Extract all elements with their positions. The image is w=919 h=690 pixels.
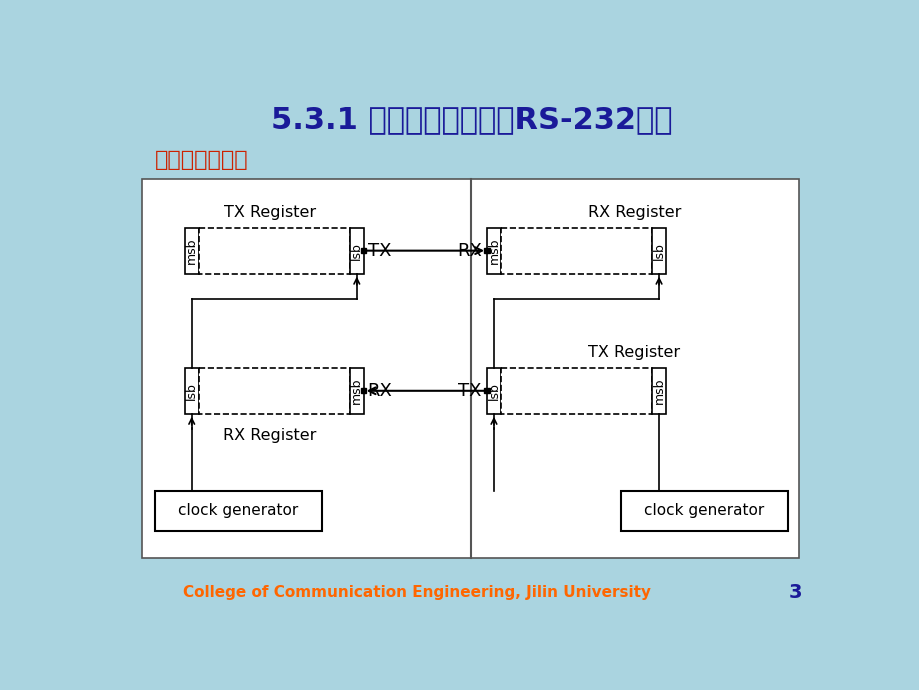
Bar [652, 228, 665, 274]
Text: 3: 3 [788, 583, 801, 602]
Bar [652, 368, 665, 414]
Bar [501, 228, 652, 274]
Bar [185, 368, 199, 414]
Text: 串行通信示意图: 串行通信示意图 [155, 150, 249, 170]
Bar [185, 228, 199, 274]
Bar [360, 388, 366, 393]
Text: msb: msb [652, 377, 664, 404]
Text: lsb: lsb [487, 382, 500, 400]
Text: msb: msb [487, 237, 500, 264]
Text: TX: TX [458, 382, 482, 400]
Bar [483, 388, 489, 393]
Text: msb: msb [185, 237, 198, 264]
Text: msb: msb [350, 377, 363, 404]
Text: RX Register: RX Register [587, 205, 680, 219]
Text: lsb: lsb [652, 241, 664, 259]
Bar [349, 368, 363, 414]
Bar [349, 228, 363, 274]
Bar [486, 368, 501, 414]
Text: RX: RX [457, 241, 482, 259]
Bar [483, 248, 489, 253]
Text: RX: RX [367, 382, 391, 400]
Text: clock generator: clock generator [643, 504, 764, 518]
Bar [501, 368, 652, 414]
Bar [486, 228, 501, 274]
Text: TX Register: TX Register [223, 205, 316, 219]
Bar [142, 179, 799, 558]
Text: 5.3.1 异步串行通信协议RS-232标准: 5.3.1 异步串行通信协议RS-232标准 [270, 106, 672, 135]
Bar [199, 228, 349, 274]
Bar [199, 368, 349, 414]
Bar [155, 491, 322, 531]
Text: TX Register: TX Register [587, 345, 679, 359]
Text: clock generator: clock generator [178, 504, 299, 518]
Bar [360, 248, 366, 253]
Text: lsb: lsb [350, 241, 363, 259]
Text: College of Communication Engineering, Jilin University: College of Communication Engineering, Ji… [183, 585, 651, 600]
Text: TX: TX [367, 241, 391, 259]
Text: lsb: lsb [185, 382, 198, 400]
Text: RX Register: RX Register [223, 428, 316, 443]
Bar [620, 491, 787, 531]
